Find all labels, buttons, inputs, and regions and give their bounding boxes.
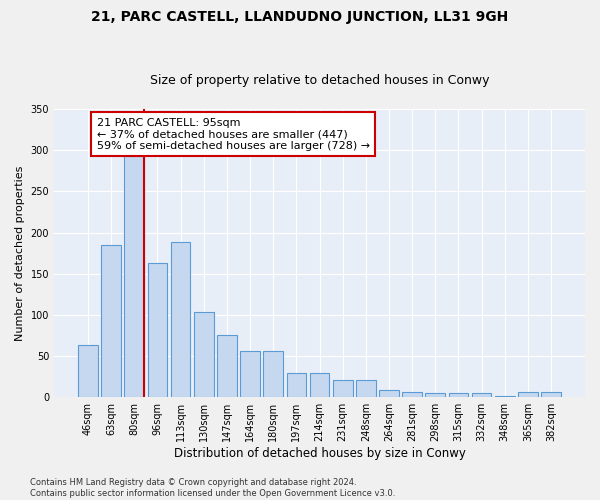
Bar bbox=[541, 392, 561, 398]
Text: 21, PARC CASTELL, LLANDUDNO JUNCTION, LL31 9GH: 21, PARC CASTELL, LLANDUDNO JUNCTION, LL… bbox=[91, 10, 509, 24]
Text: 21 PARC CASTELL: 95sqm
← 37% of detached houses are smaller (447)
59% of semi-de: 21 PARC CASTELL: 95sqm ← 37% of detached… bbox=[97, 118, 370, 151]
Bar bbox=[78, 346, 98, 398]
X-axis label: Distribution of detached houses by size in Conwy: Distribution of detached houses by size … bbox=[173, 447, 466, 460]
Bar bbox=[263, 351, 283, 398]
Bar bbox=[217, 334, 237, 398]
Bar bbox=[124, 156, 144, 398]
Text: Contains HM Land Registry data © Crown copyright and database right 2024.
Contai: Contains HM Land Registry data © Crown c… bbox=[30, 478, 395, 498]
Bar bbox=[356, 380, 376, 398]
Bar bbox=[449, 393, 468, 398]
Bar bbox=[402, 392, 422, 398]
Bar bbox=[194, 312, 214, 398]
Bar bbox=[518, 392, 538, 398]
Bar bbox=[171, 242, 190, 398]
Bar bbox=[310, 372, 329, 398]
Y-axis label: Number of detached properties: Number of detached properties bbox=[15, 166, 25, 341]
Bar bbox=[240, 351, 260, 398]
Bar bbox=[148, 263, 167, 398]
Bar bbox=[333, 380, 353, 398]
Bar bbox=[287, 372, 306, 398]
Bar bbox=[101, 245, 121, 398]
Bar bbox=[495, 396, 515, 398]
Bar bbox=[379, 390, 399, 398]
Bar bbox=[472, 393, 491, 398]
Bar bbox=[425, 393, 445, 398]
Title: Size of property relative to detached houses in Conwy: Size of property relative to detached ho… bbox=[150, 74, 489, 87]
